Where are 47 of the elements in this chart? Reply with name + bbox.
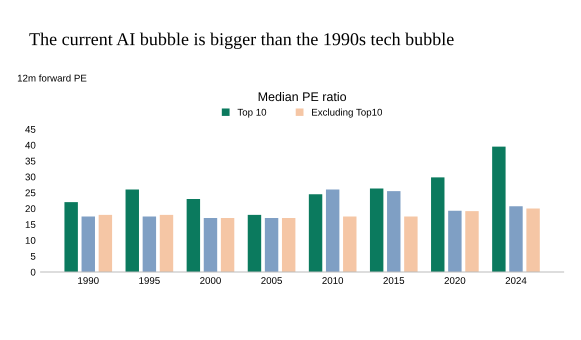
x-tick-label: 1990 (78, 277, 99, 284)
y-tick-label: 20 (25, 205, 36, 212)
bar (431, 177, 444, 272)
y-tick-label: 45 (25, 126, 36, 133)
bar (465, 211, 479, 272)
bar (220, 218, 234, 272)
y-tick-label: 25 (25, 189, 36, 196)
bar (308, 194, 322, 272)
x-tick-label: 2000 (200, 277, 221, 284)
bar (126, 189, 139, 272)
y-tick-label: 40 (25, 142, 36, 149)
bar (387, 191, 400, 272)
y-tick-label: 35 (25, 158, 36, 165)
y-tick-label: 0 (30, 268, 36, 276)
legend-label: Top 10 (238, 108, 266, 118)
bar (264, 218, 278, 272)
bar (404, 216, 418, 272)
x-tick-label: 2005 (261, 277, 282, 284)
y-tick-label: 30 (25, 174, 36, 180)
bar (98, 214, 112, 272)
bar (64, 202, 78, 272)
x-tick-label: 2015 (383, 277, 404, 284)
x-tick-label: 1995 (139, 277, 160, 284)
y-tick-label: 10 (26, 237, 36, 244)
x-tick-label: 2024 (506, 277, 527, 284)
bar (82, 216, 95, 272)
bar (492, 146, 506, 272)
bar (186, 199, 200, 272)
x-tick-label: 2020 (444, 277, 466, 284)
chart-title: The current AI bubble is bigger than the 1990s tech bubble (29, 32, 454, 50)
bar (204, 218, 218, 272)
x-tick-label: 2010 (322, 277, 344, 284)
bar (142, 216, 156, 272)
bar (343, 216, 356, 272)
y-axis-title: 12m forward PE (18, 74, 86, 82)
y-tick-label: 15 (26, 221, 36, 228)
bar (526, 208, 540, 272)
y-tick-label: 5 (30, 252, 36, 260)
bar (282, 218, 296, 272)
bar (160, 214, 174, 272)
bar (370, 188, 384, 272)
legend-label: Excluding Top10 (312, 108, 382, 118)
legend-title: Median PE ratio (258, 92, 346, 102)
bar (248, 214, 262, 272)
bar (509, 206, 523, 272)
bar (448, 210, 462, 272)
bar (326, 189, 340, 272)
